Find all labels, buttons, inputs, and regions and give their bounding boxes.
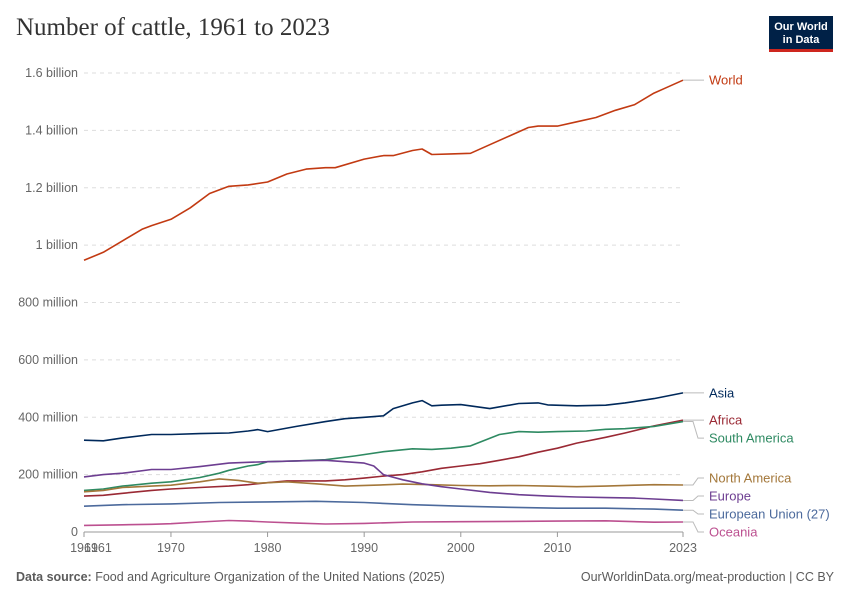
series-line-europe[interactable] bbox=[83, 459, 684, 502]
logo-line-1: Our World bbox=[774, 21, 828, 33]
label-connector bbox=[683, 477, 704, 486]
x-tick-label: 2023 bbox=[669, 541, 697, 555]
data-source-label: Data source: bbox=[16, 570, 92, 584]
y-tick-label: 400 million bbox=[18, 410, 78, 424]
series-label-asia[interactable]: Asia bbox=[709, 385, 735, 400]
series-line-european-union-27[interactable] bbox=[83, 500, 684, 511]
series-line-asia[interactable] bbox=[83, 392, 684, 442]
label-connector bbox=[683, 421, 704, 439]
series-line-north-america[interactable] bbox=[83, 478, 684, 493]
x-edge-label: 1961 bbox=[84, 541, 112, 555]
series-label-world[interactable]: World bbox=[709, 73, 743, 88]
axes: 0 200 million 400 million 600 million 800 mi… bbox=[18, 66, 697, 555]
footer-credit: OurWorldinData.org/meat-production | CC … bbox=[581, 570, 834, 584]
license-text: | CC BY bbox=[789, 570, 834, 584]
series-label-south-america[interactable]: South America bbox=[709, 431, 794, 446]
label-connector bbox=[683, 495, 704, 501]
x-tick-label: 2010 bbox=[543, 541, 571, 555]
series-label-africa[interactable]: Africa bbox=[709, 413, 743, 428]
series-label-oceania[interactable]: Oceania bbox=[709, 525, 758, 540]
y-tick-label: 1.2 billion bbox=[25, 181, 78, 195]
series-label-europe[interactable]: Europe bbox=[709, 489, 751, 504]
data-source-text: Food and Agriculture Organization of the… bbox=[95, 570, 445, 584]
label-connector bbox=[683, 509, 704, 515]
series-labels: World Asia Africa South America North Americ… bbox=[683, 73, 830, 540]
series-line-world[interactable] bbox=[83, 79, 684, 262]
x-tick-label: 1961 bbox=[70, 541, 98, 555]
series-label-north-america[interactable]: North America bbox=[709, 471, 792, 486]
chart-title: Number of cattle, 1961 to 2023 bbox=[16, 14, 330, 41]
y-tick-label: 0 bbox=[71, 525, 78, 539]
owid-logo[interactable]: Our World in Data bbox=[769, 16, 833, 52]
label-connector bbox=[683, 521, 704, 533]
x-tick-label: 1980 bbox=[254, 541, 282, 555]
x-tick-label: 1970 bbox=[157, 541, 185, 555]
series-line-oceania[interactable] bbox=[83, 519, 684, 527]
y-tick-label: 200 million bbox=[18, 468, 78, 482]
series-line-south-america[interactable] bbox=[83, 420, 684, 492]
y-tick-label: 1 billion bbox=[36, 238, 78, 252]
x-tick-label: 2000 bbox=[447, 541, 475, 555]
y-tick-label: 1.4 billion bbox=[25, 123, 78, 137]
series-lines bbox=[83, 79, 684, 527]
logo-line-2: in Data bbox=[782, 33, 820, 46]
series-label-european-union-27[interactable]: European Union (27) bbox=[709, 507, 830, 522]
line-chart: 0 200 million 400 million 600 million 800 mi… bbox=[18, 66, 830, 555]
y-tick-label: 1.6 billion bbox=[25, 66, 78, 80]
y-tick-label: 800 million bbox=[18, 296, 78, 310]
data-source: Data source: Food and Agriculture Organi… bbox=[16, 570, 445, 584]
y-tick-label: 600 million bbox=[18, 353, 78, 367]
x-tick-label: 1990 bbox=[350, 541, 378, 555]
series-line-africa[interactable] bbox=[83, 419, 684, 497]
footer-link[interactable]: OurWorldinData.org/meat-production bbox=[580, 570, 786, 584]
grid bbox=[84, 72, 683, 533]
